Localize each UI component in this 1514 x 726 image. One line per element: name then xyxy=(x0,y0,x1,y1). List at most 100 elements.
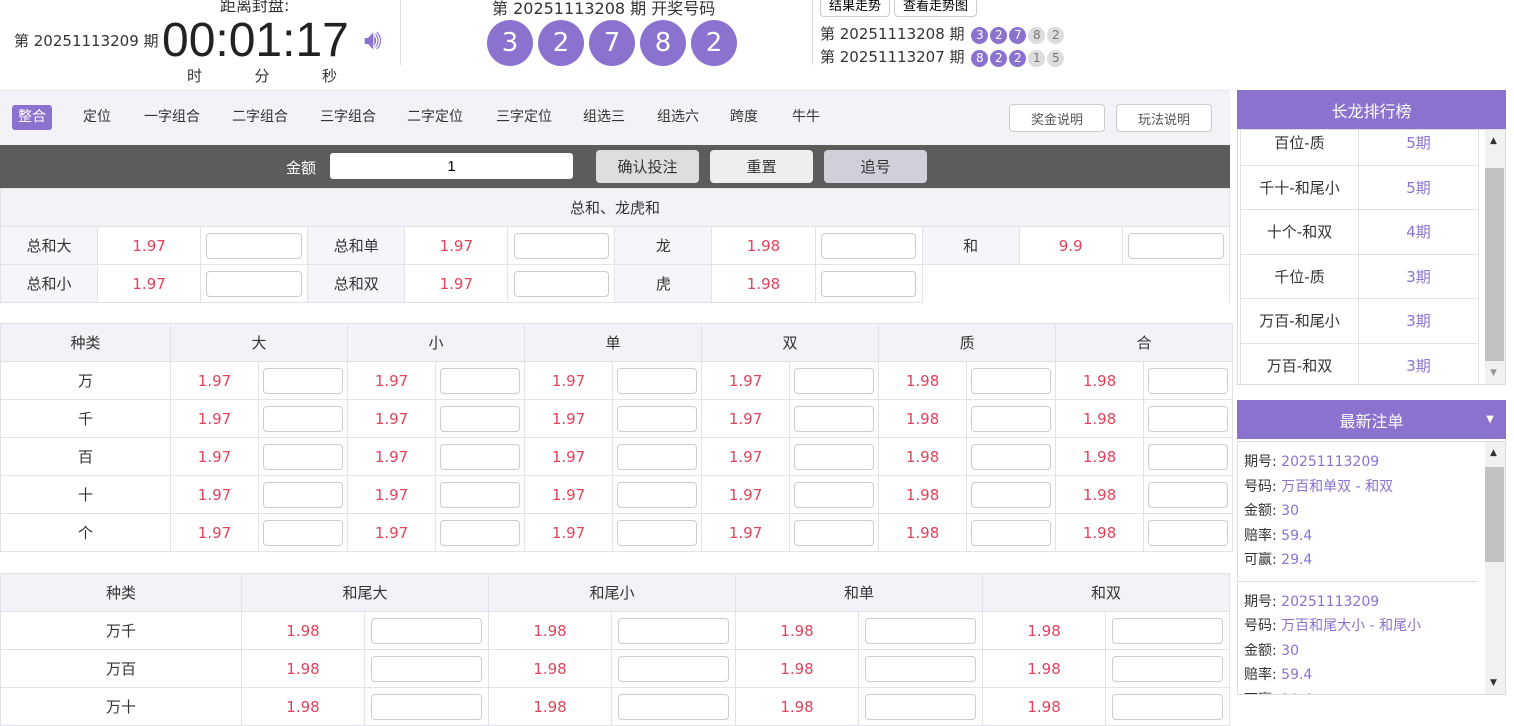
row-label: 千 xyxy=(0,399,171,438)
bet-input[interactable] xyxy=(513,232,610,259)
table-row: 总和大 1.97 总和单 1.97 龙 1.98 和 9.9 xyxy=(0,226,1231,265)
play-tabs: 整合 定位 一字组合 二字组合 三字组合 二字定位 三字定位 组选三 组选六 跨度 牛牛 奖金说明 玩法… xyxy=(0,90,1230,145)
odds: 1.98 xyxy=(711,226,816,265)
scroll-up-icon[interactable]: ▲ xyxy=(1490,136,1497,146)
odds: 1.97 xyxy=(347,399,437,438)
tab-1[interactable]: 定位 xyxy=(83,109,111,125)
scroll-down-icon[interactable]: ▼ xyxy=(1490,368,1497,378)
bet-input[interactable] xyxy=(206,232,302,259)
bet-input[interactable] xyxy=(865,655,976,682)
bet-input[interactable] xyxy=(618,655,729,682)
bet-input[interactable] xyxy=(263,519,343,546)
bet-input[interactable] xyxy=(513,270,610,297)
bet-input[interactable] xyxy=(1148,443,1228,470)
rules-button[interactable]: 玩法说明 xyxy=(1116,104,1212,132)
bet-label: 龙 xyxy=(614,226,713,265)
odds: 1.97 xyxy=(170,513,259,552)
scroll-down-icon[interactable]: ▼ xyxy=(1490,678,1497,688)
bet-input[interactable] xyxy=(794,481,874,508)
tab-10[interactable]: 牛牛 xyxy=(792,109,820,125)
bet-input[interactable] xyxy=(371,655,482,682)
dragon-ranking-list: 百位-质 5期 千十-和尾小 5期 十个-和双 4期 千位-质 3期 万百-和尾小 3期 万百-和双… xyxy=(1237,129,1506,385)
odds: 1.97 xyxy=(404,226,509,265)
bet-input[interactable] xyxy=(617,443,697,470)
tab-9[interactable]: 跨度 xyxy=(730,109,758,125)
bet-input[interactable] xyxy=(206,270,302,297)
bet-input[interactable] xyxy=(971,405,1051,432)
bet-input[interactable] xyxy=(971,519,1051,546)
bet-input[interactable] xyxy=(371,617,482,644)
odds: 1.97 xyxy=(170,399,259,438)
bet-input[interactable] xyxy=(1148,481,1228,508)
bet-input[interactable] xyxy=(617,481,697,508)
scrollbar[interactable]: ▲ ▼ xyxy=(1485,130,1505,384)
bet-input[interactable] xyxy=(440,519,520,546)
scrollbar[interactable]: ▲ ▼ xyxy=(1485,442,1505,694)
bet-input[interactable] xyxy=(1112,617,1223,644)
order-value: 万百和单双 - 和双 xyxy=(1281,478,1394,495)
bet-input[interactable] xyxy=(440,367,520,394)
bet-input[interactable] xyxy=(440,405,520,432)
tab-7[interactable]: 组选三 xyxy=(583,109,625,125)
tab-6[interactable]: 三字定位 xyxy=(496,109,552,125)
bet-input[interactable] xyxy=(263,443,343,470)
bet-input[interactable] xyxy=(1148,405,1228,432)
bet-label: 和 xyxy=(921,226,1020,265)
bet-label: 总和单 xyxy=(307,226,406,265)
latest-orders-title[interactable]: 最新注单 ▼ xyxy=(1237,400,1506,439)
bet-input[interactable] xyxy=(263,405,343,432)
tab-0[interactable]: 整合 xyxy=(12,105,52,130)
bet-input[interactable] xyxy=(1128,232,1224,259)
bet-input[interactable] xyxy=(794,367,874,394)
speaker-icon[interactable]: 🔊︎ xyxy=(364,23,382,56)
odds: 1.97 xyxy=(97,264,202,303)
bet-input[interactable] xyxy=(971,367,1051,394)
confirm-bet-button[interactable]: 确认投注 xyxy=(596,150,699,183)
dragon-item: 万百-和双 xyxy=(1240,342,1359,384)
history-ball: 2 xyxy=(1047,27,1065,44)
bet-input[interactable] xyxy=(1112,655,1223,682)
bet-input[interactable] xyxy=(440,443,520,470)
draw-ball: 2 xyxy=(538,20,584,66)
tab-8[interactable]: 组选六 xyxy=(657,109,699,125)
pair-table: 种类 和尾大 和尾小 和单 和双 万千 1.98 1.98 1.98 1.98 万百 1.98 1.98… xyxy=(0,573,1231,726)
bet-input[interactable] xyxy=(865,617,976,644)
tab-3[interactable]: 二字组合 xyxy=(232,109,288,125)
amount-input[interactable] xyxy=(330,153,573,179)
tab-2[interactable]: 一字组合 xyxy=(144,109,200,125)
bet-input[interactable] xyxy=(971,443,1051,470)
dropdown-icon[interactable]: ▼ xyxy=(1486,414,1494,425)
bet-input[interactable] xyxy=(617,367,697,394)
list-item: 千十-和尾小 5期 xyxy=(1240,164,1479,210)
chase-button[interactable]: 追号 xyxy=(824,150,927,183)
bet-input[interactable] xyxy=(617,519,697,546)
bet-input[interactable] xyxy=(263,367,343,394)
bet-input[interactable] xyxy=(1148,367,1228,394)
odds: 9.9 xyxy=(1018,226,1123,265)
bet-input[interactable] xyxy=(794,519,874,546)
bet-input[interactable] xyxy=(263,481,343,508)
table-row: 十 1.97 1.97 1.97 1.97 1.98 1.98 xyxy=(0,475,1234,514)
bet-input[interactable] xyxy=(820,270,917,297)
bet-input[interactable] xyxy=(617,405,697,432)
bet-input[interactable] xyxy=(1148,519,1228,546)
prize-info-button[interactable]: 奖金说明 xyxy=(1009,104,1105,132)
reset-button[interactable]: 重置 xyxy=(710,150,813,183)
tab-4[interactable]: 三字组合 xyxy=(320,109,376,125)
odds: 1.98 xyxy=(982,649,1107,688)
bet-input[interactable] xyxy=(820,232,917,259)
order-value: 29.4 xyxy=(1281,692,1312,695)
bet-input[interactable] xyxy=(794,443,874,470)
view-chart-button[interactable]: 查看走势图 xyxy=(894,0,978,17)
order-label: 可赢: xyxy=(1244,692,1277,695)
scroll-up-icon[interactable]: ▲ xyxy=(1490,448,1497,458)
tab-5[interactable]: 二字定位 xyxy=(407,109,463,125)
bet-input[interactable] xyxy=(971,481,1051,508)
bet-input[interactable] xyxy=(618,617,729,644)
bet-input[interactable] xyxy=(440,481,520,508)
bet-input[interactable] xyxy=(794,405,874,432)
result-trend-button[interactable]: 结果走势 xyxy=(820,0,891,17)
history-ball: 2 xyxy=(990,27,1008,44)
